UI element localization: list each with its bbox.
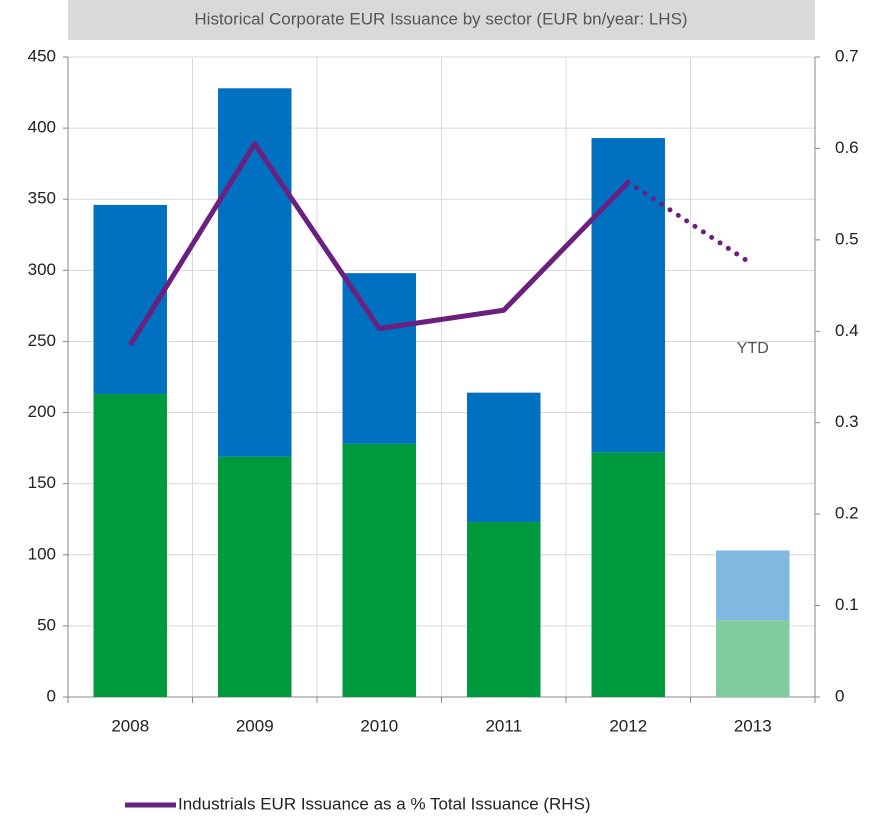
annotation: YTD (737, 340, 769, 357)
y-tick-label: 400 (28, 118, 56, 137)
bar-segment (467, 522, 541, 697)
bar-segment (591, 452, 665, 697)
line-series (128, 141, 631, 347)
bar-segment (467, 392, 541, 523)
y-tick-label: 450 (28, 46, 56, 65)
y-tick-label: 350 (28, 189, 56, 208)
bar-segment (218, 88, 292, 457)
y2-tick-label: 0.7 (835, 46, 859, 65)
y2-tick-label: 0.2 (835, 504, 859, 523)
title-box (68, 0, 815, 40)
x-tick-label: 2011 (485, 716, 522, 735)
y2-tick-label: 0.1 (835, 595, 859, 614)
legend-label: Industrials EUR Issuance as a % Total Is… (178, 794, 591, 813)
bar-segment (716, 620, 790, 697)
bar-segment (716, 550, 790, 621)
chart-title: Historical Corporate EUR Issuance by sec… (194, 9, 687, 28)
x-tick-label: 2008 (111, 716, 149, 735)
bar-segment (93, 394, 167, 697)
y-tick-label: 50 (37, 615, 56, 634)
bar-segment (218, 456, 292, 697)
y-tick-label: 200 (28, 402, 56, 421)
y-tick-label: 250 (28, 331, 56, 350)
y2-tick-label: 0.3 (835, 412, 859, 431)
x-tick-label: 2013 (734, 716, 772, 735)
bar-segment (342, 443, 416, 697)
y2-tick-label: 0.6 (835, 138, 859, 157)
bar-segment (591, 138, 665, 453)
x-tick-label: 2009 (236, 716, 274, 735)
x-tick-label: 2012 (609, 716, 647, 735)
y2-tick-label: 0 (835, 686, 844, 705)
y2-tick-label: 0.4 (835, 321, 859, 340)
bar-segment (342, 273, 416, 444)
y-tick-label: 100 (28, 544, 56, 563)
x-tick-label: 2010 (360, 716, 398, 735)
bar-segment (93, 204, 167, 395)
y-tick-label: 0 (47, 686, 56, 705)
y2-tick-label: 0.5 (835, 229, 859, 248)
y-tick-label: 300 (28, 260, 56, 279)
y-tick-label: 150 (28, 473, 56, 492)
